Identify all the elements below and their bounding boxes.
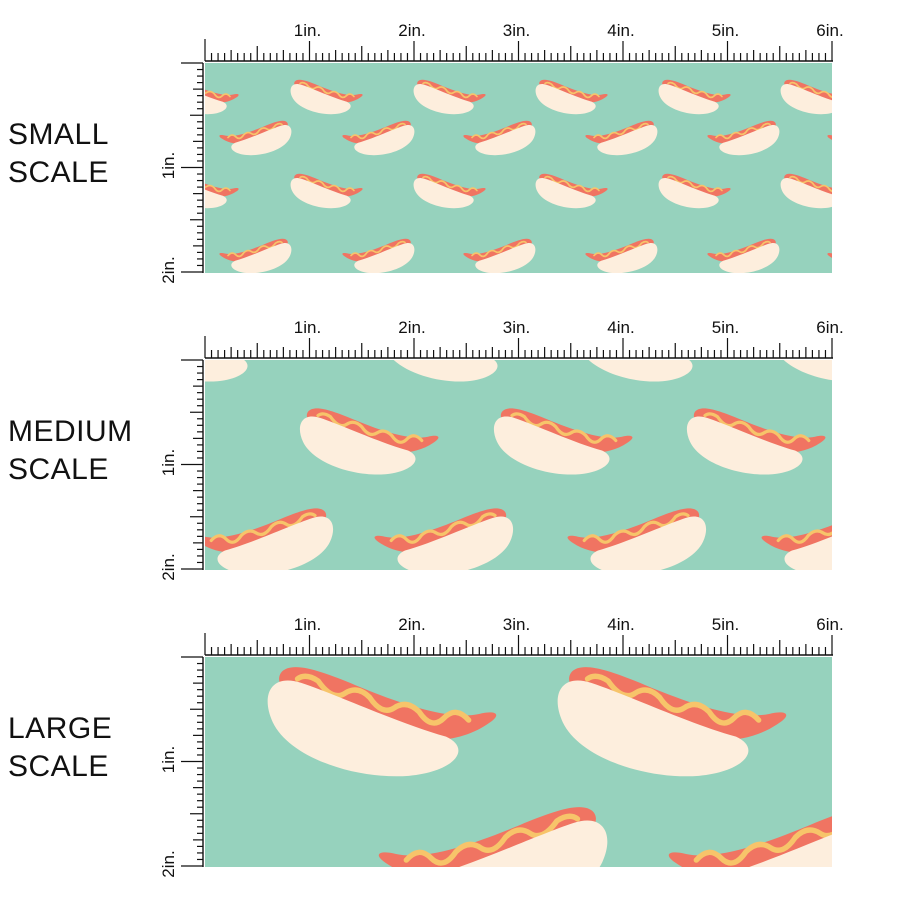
ruler-label-inch: 3in. (503, 318, 530, 337)
horizontal-ruler: 1in. 2in. 3in. 4in. 5in. 6in. (204, 318, 844, 359)
scale-label: SMALL SCALE (8, 116, 109, 192)
pattern-tile (205, 360, 832, 570)
ruler-label-inch: 1in. (294, 318, 321, 337)
horizontal-ruler: 1in. 2in. 3in. 4in. 5in. 6in. (204, 615, 844, 656)
fabric-swatch-large[interactable] (205, 657, 832, 867)
ruler-label-inch: 2in. (398, 615, 425, 634)
ruler-label-inch: 4in. (607, 615, 634, 634)
scale-label-line2: SCALE (8, 156, 109, 189)
scale-label: MEDIUM SCALE (8, 413, 133, 489)
ruler-label-inch: 4in. (607, 318, 634, 337)
measurement-ruler: 1in. 2in. 3in. 4in. 5in. 6in. 1in. 2in. (159, 318, 844, 581)
ruler-label-inch: 1in. (159, 746, 178, 773)
ruler-label-inch: 1in. (159, 449, 178, 476)
vertical-ruler: 1in. 2in. (159, 359, 204, 581)
ruler-label-inch: 5in. (712, 615, 739, 634)
pattern-tile (205, 657, 832, 867)
scale-label: LARGE SCALE (8, 710, 112, 786)
ruler-label-inch: 3in. (503, 615, 530, 634)
ruler-label-inch: 2in. (159, 256, 178, 283)
measurement-ruler: 1in. 2in. 3in. 4in. 5in. 6in. 1in. 2in. (159, 615, 844, 878)
scale-label-line2: SCALE (8, 453, 109, 486)
ruler-label-inch: 2in. (159, 553, 178, 580)
horizontal-ruler: 1in. 2in. 3in. 4in. 5in. 6in. (204, 21, 844, 62)
fabric-swatch-medium[interactable] (205, 360, 832, 570)
vertical-ruler: 1in. 2in. (159, 62, 204, 284)
ruler-label-inch: 4in. (607, 21, 634, 40)
pattern-tile (205, 63, 832, 273)
ruler-label-inch: 1in. (294, 21, 321, 40)
fabric-swatch-small[interactable] (205, 63, 832, 273)
ruler-label-inch: 1in. (294, 615, 321, 634)
small-scale-panel: SMALL SCALE 1in. 2in. 3in. 4in. 5in. 6in. 1in… (0, 0, 900, 290)
large-scale-panel: LARGE SCALE 1in. 2in. 3in. 4in. 5in. 6in. 1in… (0, 594, 900, 884)
ruler-label-inch: 1in. (159, 152, 178, 179)
scale-label-line2: SCALE (8, 750, 109, 783)
scale-label-line1: LARGE (8, 712, 113, 745)
ruler-label-inch: 2in. (398, 318, 425, 337)
scale-label-line1: MEDIUM (8, 415, 133, 448)
ruler-label-inch: 2in. (398, 21, 425, 40)
ruler-label-inch: 3in. (503, 21, 530, 40)
ruler-label-inch: 5in. (712, 318, 739, 337)
ruler-label-inch: 2in. (159, 850, 178, 877)
ruler-label-inch: 6in. (816, 21, 843, 40)
scale-label-line1: SMALL (8, 118, 109, 151)
ruler-label-inch: 5in. (712, 21, 739, 40)
ruler-label-inch: 6in. (816, 615, 843, 634)
ruler-label-inch: 6in. (816, 318, 843, 337)
vertical-ruler: 1in. 2in. (159, 656, 204, 878)
measurement-ruler: 1in. 2in. 3in. 4in. 5in. 6in. 1in. 2in. (159, 21, 844, 284)
medium-scale-panel: MEDIUM SCALE 1in. 2in. 3in. 4in. 5in. 6in. 1i… (0, 297, 900, 587)
